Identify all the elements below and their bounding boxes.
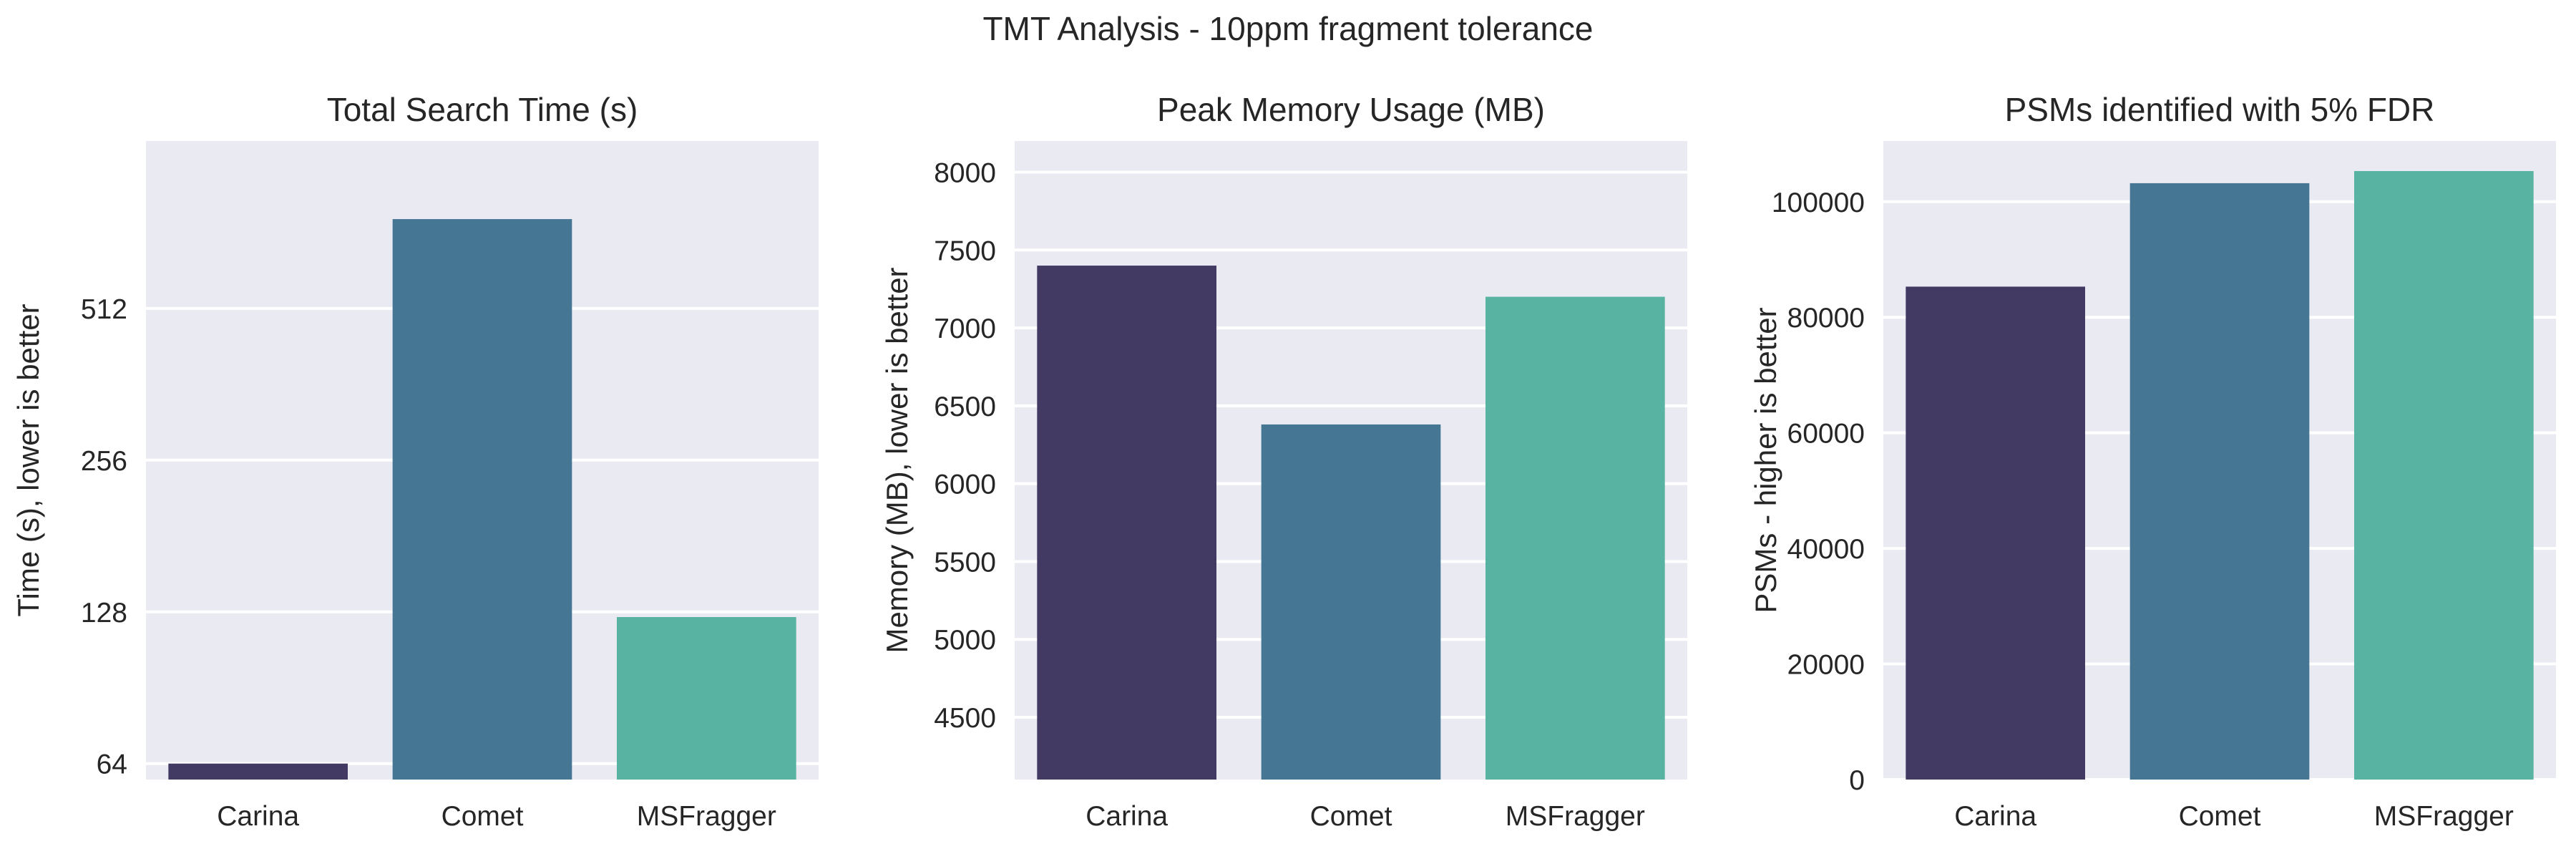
- panel-title: PSMs identified with 5% FDR: [2005, 91, 2435, 128]
- chart-panel-2: 4500 5000 5500 6000 6500 7000 7500 8000 Carina Co…: [880, 91, 1687, 832]
- chart-panel-3: 0 20000 40000 60000 80000 100000 Carina Comet MS…: [1749, 91, 2556, 832]
- y-tick-label: 0: [1849, 765, 1865, 796]
- y-tick-label: 80000: [1787, 303, 1865, 334]
- y-tick-label: 128: [81, 598, 127, 629]
- y-tick-label: 5000: [934, 625, 996, 656]
- y-tick-label: 256: [81, 446, 127, 477]
- y-tick-label: 20000: [1787, 650, 1865, 681]
- bar-comet: [392, 219, 572, 780]
- y-tick-label: 6500: [934, 392, 996, 422]
- x-tick-label: Carina: [1085, 801, 1168, 832]
- panel-title: Total Search Time (s): [327, 91, 638, 128]
- y-tick-label: 100000: [1772, 188, 1865, 218]
- y-tick-label: 60000: [1787, 419, 1865, 450]
- y-tick-label: 512: [81, 294, 127, 325]
- bar-msfragger: [1485, 296, 1665, 780]
- y-tick-label: 64: [97, 749, 127, 780]
- y-axis-label: PSMs - higher is better: [1749, 307, 1782, 613]
- x-tick-label: Comet: [2179, 801, 2261, 832]
- x-tick-label: Carina: [217, 801, 299, 832]
- y-tick-label: 5500: [934, 547, 996, 578]
- bar-carina: [1037, 266, 1216, 780]
- y-tick-label: 7500: [934, 236, 996, 266]
- x-tick-label: MSFragger: [637, 801, 776, 832]
- chart-panel-1: 64 128 256 512 Carina Comet MSFragger Total Sea…: [11, 91, 819, 832]
- y-axis-label: Memory (MB), lower is better: [880, 267, 914, 653]
- x-tick-label: Carina: [1954, 801, 2036, 832]
- figure-suptitle: TMT Analysis - 10ppm fragment tolerance: [982, 10, 1593, 47]
- bar-msfragger: [2354, 170, 2534, 780]
- y-tick-label: 6000: [934, 470, 996, 500]
- x-tick-label: Comet: [1310, 801, 1392, 832]
- y-tick-label: 4500: [934, 703, 996, 734]
- y-tick-label: 8000: [934, 158, 996, 189]
- bar-comet: [2129, 183, 2310, 780]
- x-tick-label: MSFragger: [2374, 801, 2514, 832]
- y-tick-label: 40000: [1787, 534, 1865, 565]
- x-tick-label: Comet: [441, 801, 524, 832]
- bar-carina: [1906, 286, 2085, 780]
- bar-msfragger: [617, 617, 796, 780]
- bar-comet: [1261, 424, 1441, 780]
- bar-carina: [168, 763, 348, 780]
- panel-title: Peak Memory Usage (MB): [1157, 91, 1545, 128]
- x-tick-label: MSFragger: [1506, 801, 1645, 832]
- y-axis-label: Time (s), lower is better: [11, 304, 45, 616]
- y-tick-label: 7000: [934, 314, 996, 344]
